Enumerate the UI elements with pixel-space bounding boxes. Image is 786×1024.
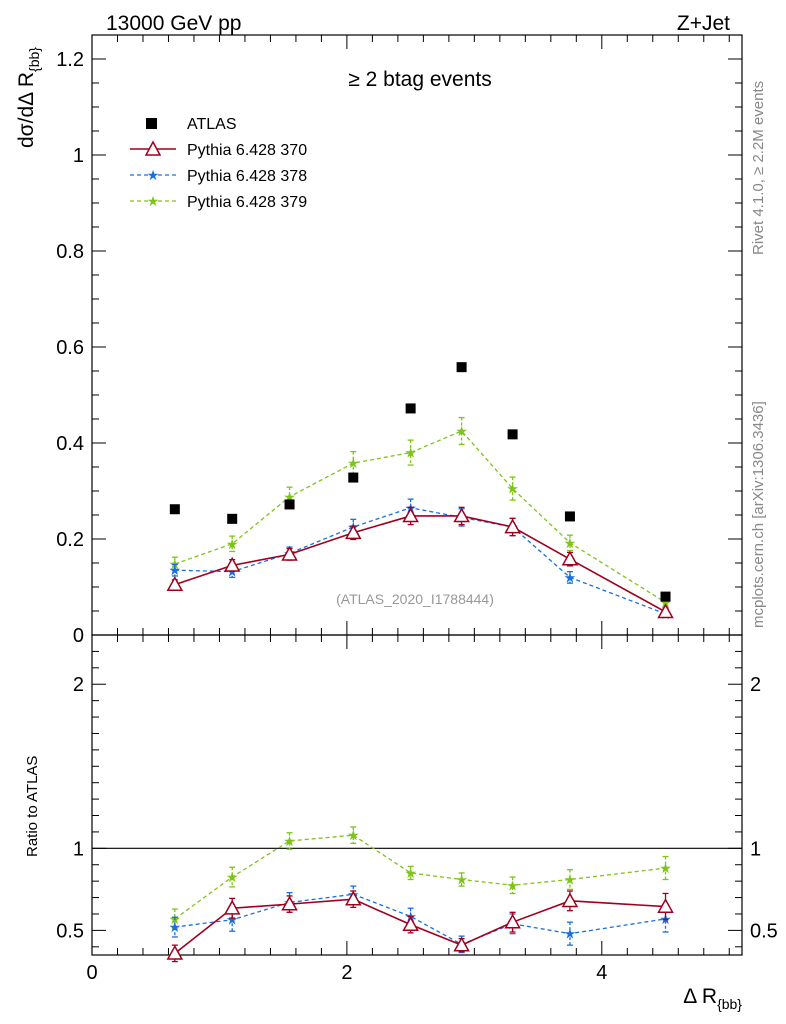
atlas-data-point [169, 504, 180, 515]
atlas-data-point [660, 591, 671, 602]
main-series-378-point: ★ [564, 569, 577, 585]
main-series-layer: ★★★★★★★★★★★★★★★★★★ [166, 362, 674, 622]
header-process-label: Z+Jet [677, 12, 730, 35]
ratio-series-379-line [174, 834, 666, 920]
ratio-y-tick-label-right: 1 [750, 838, 761, 860]
analysis-watermark: (ATLAS_2020_I1788444) [336, 591, 494, 607]
atlas-data-point [564, 511, 575, 522]
mcplots-info-text: mcplots.cern.ch [arXiv:1306.3436] [750, 401, 767, 628]
atlas-data-point [227, 513, 238, 524]
x-tick-label: 4 [596, 962, 607, 984]
ratio-series-379-point: ★ [564, 872, 577, 888]
main-series-370-point [657, 603, 674, 619]
main-y-tick-label: 0.4 [56, 433, 84, 455]
main-y-tick-label: 0.2 [56, 529, 84, 551]
main-y-tick-label: 1 [73, 145, 84, 167]
main-series-379-point: ★ [404, 445, 417, 461]
ratio-series-379-point: ★ [404, 865, 417, 881]
ratio-series-370-point [166, 944, 184, 960]
atlas-data-point [507, 429, 518, 440]
x-tick-label: 2 [341, 962, 352, 984]
ratio-series-layer: ★★★★★★★★★★★★★★★★★★ [166, 826, 674, 963]
legend-marker-370 [144, 140, 162, 156]
ratio-series-370-point [344, 890, 362, 906]
main-series-379-point: ★ [347, 455, 360, 471]
legend-marker-atlas [146, 118, 157, 129]
main-series-370-point [504, 518, 521, 534]
x-axis-label: Δ R{bb} [683, 985, 742, 1012]
main-series-370-point [453, 507, 470, 523]
ratio-y-tick-label: 0.5 [56, 920, 84, 942]
ratio-plot-frame [91, 634, 743, 956]
ratio-series-379-point: ★ [226, 869, 239, 885]
main-y-axis-label: dσ/dΔ R{bb} [15, 47, 42, 148]
main-series-379-point: ★ [564, 535, 577, 551]
main-series-370-point [344, 524, 362, 540]
main-series-379-point: ★ [455, 423, 468, 439]
legend-label-378: Pythia 6.428 378 [187, 168, 307, 185]
atlas-data-point [348, 472, 359, 483]
rivet-info-text: Rivet 4.1.0, ≥ 2.2M events [750, 81, 767, 255]
main-series-370-point [561, 550, 579, 566]
ratio-series-370-point [453, 936, 470, 952]
ratio-y-tick-label-right: 0.5 [750, 920, 778, 942]
atlas-data-point [456, 362, 467, 373]
main-series-370-point [223, 556, 241, 572]
main-y-tick-label: 0 [73, 625, 84, 647]
ratio-series-379-point: ★ [506, 877, 519, 893]
ratio-y-axis-label: Ratio to ATLAS [24, 756, 41, 857]
legend-marker-379: ★ [147, 193, 160, 209]
ratio-y-tick-label: 1 [73, 838, 84, 860]
chart-title: ≥ 2 btag events [348, 68, 491, 91]
legend-label-atlas: ATLAS [187, 116, 237, 133]
main-series-379-point: ★ [506, 481, 519, 497]
main-series-378-point: ★ [169, 562, 182, 578]
legend-label-370: Pythia 6.428 370 [187, 142, 307, 159]
ratio-series-379-point: ★ [659, 860, 672, 876]
legend-label-379: Pythia 6.428 379 [187, 194, 307, 211]
ratio-series-370-point [504, 913, 521, 929]
main-series-370-point [281, 545, 298, 561]
main-series-379-point: ★ [226, 536, 239, 552]
main-series-379-line [174, 430, 666, 603]
x-axis-label-subscript: {bb} [717, 996, 742, 1012]
atlas-data-point [284, 499, 295, 510]
ratio-series-379-point: ★ [455, 872, 468, 888]
ratio-series-379-point: ★ [283, 833, 296, 849]
ratio-series-370-point [561, 892, 579, 908]
main-y-tick-label: 0.6 [56, 337, 84, 359]
main-series-370-point [402, 507, 419, 523]
ratio-series-370-line [174, 898, 666, 954]
ratio-series-378-point: ★ [226, 912, 239, 928]
ratio-series-378-point: ★ [564, 926, 577, 942]
atlas-data-point [405, 403, 416, 414]
header-energy-label: 13000 GeV pp [106, 12, 241, 35]
ratio-y-tick-label-right: 2 [750, 674, 761, 696]
main-series-370-point [166, 576, 184, 591]
ratio-series-379-point: ★ [347, 827, 360, 843]
ratio-series-378-point: ★ [169, 919, 182, 935]
legend: ATLAS Pythia 6.428 370 ★ Pythia 6.428 37… [130, 116, 307, 211]
main-y-axis-label-subscript: {bb} [26, 47, 42, 72]
legend-marker-378: ★ [147, 167, 160, 183]
main-y-tick-label: 0.8 [56, 241, 84, 263]
main-y-tick-label: 1.2 [56, 49, 84, 71]
ratio-series-370-point [657, 898, 674, 913]
ratio-series-370-point [281, 895, 298, 911]
ratio-series-370-point [223, 899, 241, 915]
ratio-axis-ticks: 0.5 0.5 1 1 2 2 0 2 4 [56, 635, 778, 984]
ratio-y-tick-label: 2 [73, 674, 84, 696]
ratio-series-378-line [174, 893, 666, 946]
ratio-series-370-point [402, 916, 419, 931]
main-axis-ticks: 0 0.2 0.4 0.6 0.8 1 1.2 [56, 35, 742, 647]
x-tick-label: 0 [86, 962, 97, 984]
